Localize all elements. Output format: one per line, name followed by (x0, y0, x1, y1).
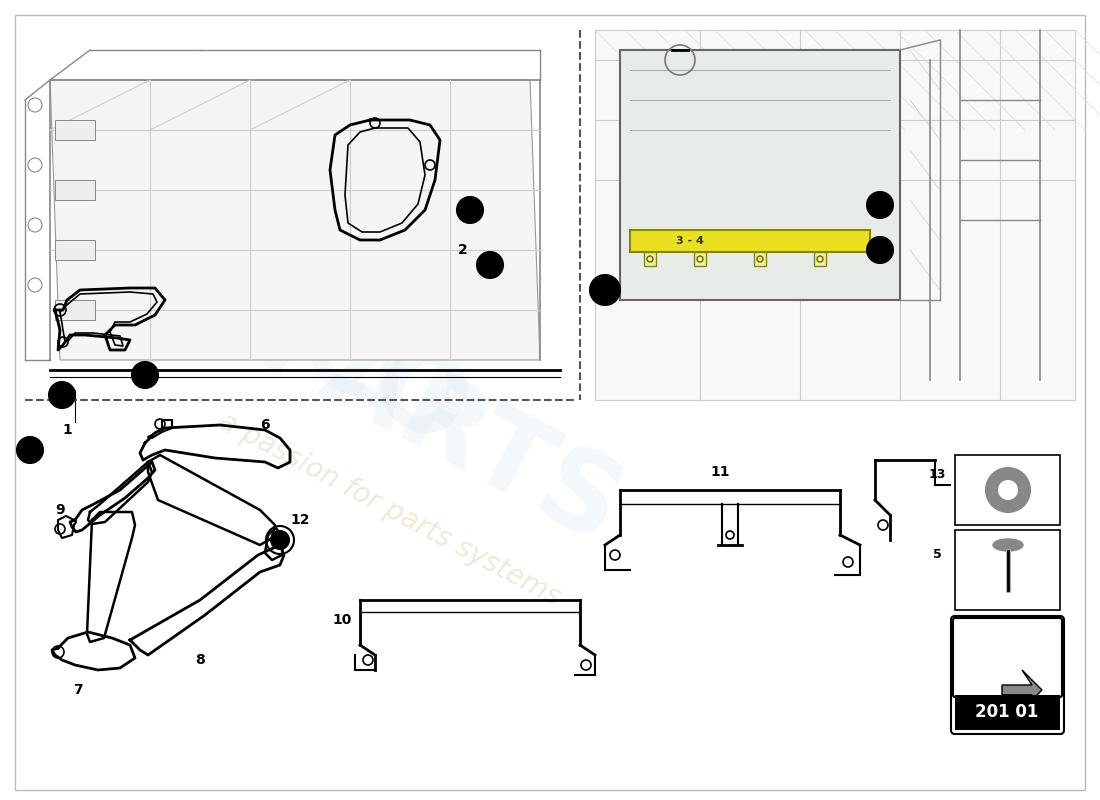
Text: 5: 5 (933, 549, 942, 562)
Bar (814, 252, 826, 266)
Bar (955, 695, 1060, 730)
Text: 2: 2 (458, 243, 468, 257)
Text: 13: 13 (596, 283, 614, 297)
Text: 5: 5 (876, 243, 884, 257)
Text: 10: 10 (332, 613, 352, 627)
Text: a passion for parts systems: a passion for parts systems (214, 408, 565, 612)
Text: 13: 13 (928, 469, 946, 482)
Bar (630, 230, 870, 252)
Text: 6: 6 (261, 418, 270, 432)
Bar (694, 252, 706, 266)
Text: 1: 1 (62, 423, 72, 437)
Circle shape (998, 480, 1018, 500)
Text: PARTS: PARTS (241, 290, 639, 570)
Text: 5: 5 (485, 258, 494, 271)
Text: 7: 7 (74, 683, 82, 697)
Circle shape (16, 437, 43, 463)
Text: 9: 9 (55, 503, 65, 517)
Bar (55, 180, 95, 200)
Text: 11: 11 (711, 465, 729, 479)
Polygon shape (620, 50, 900, 300)
Circle shape (986, 468, 1030, 512)
Circle shape (867, 237, 893, 263)
Polygon shape (50, 80, 540, 360)
Ellipse shape (993, 539, 1023, 551)
Circle shape (590, 275, 620, 305)
Text: 5: 5 (876, 198, 884, 211)
Bar (644, 252, 656, 266)
Circle shape (271, 531, 289, 549)
Text: 5: 5 (465, 203, 474, 217)
Text: 3 - 4: 3 - 4 (676, 236, 704, 246)
Text: 201 01: 201 01 (976, 703, 1038, 721)
Bar (55, 120, 95, 140)
Text: AIRCO: AIRCO (94, 191, 487, 469)
Circle shape (477, 252, 503, 278)
Polygon shape (1002, 670, 1042, 710)
Circle shape (456, 197, 483, 223)
Circle shape (867, 192, 893, 218)
Bar (955, 530, 1060, 610)
Bar (754, 252, 766, 266)
Bar (955, 455, 1060, 525)
Polygon shape (992, 695, 1032, 705)
Text: 5: 5 (57, 389, 66, 402)
Text: 12: 12 (290, 513, 310, 527)
Text: 5: 5 (141, 369, 150, 382)
FancyBboxPatch shape (952, 616, 1064, 734)
Circle shape (50, 382, 75, 408)
Text: 8: 8 (195, 653, 205, 667)
Bar (55, 300, 95, 320)
Text: 5: 5 (25, 443, 34, 457)
Bar (55, 240, 95, 260)
FancyBboxPatch shape (953, 618, 1062, 697)
Polygon shape (595, 30, 1075, 400)
Circle shape (132, 362, 158, 388)
